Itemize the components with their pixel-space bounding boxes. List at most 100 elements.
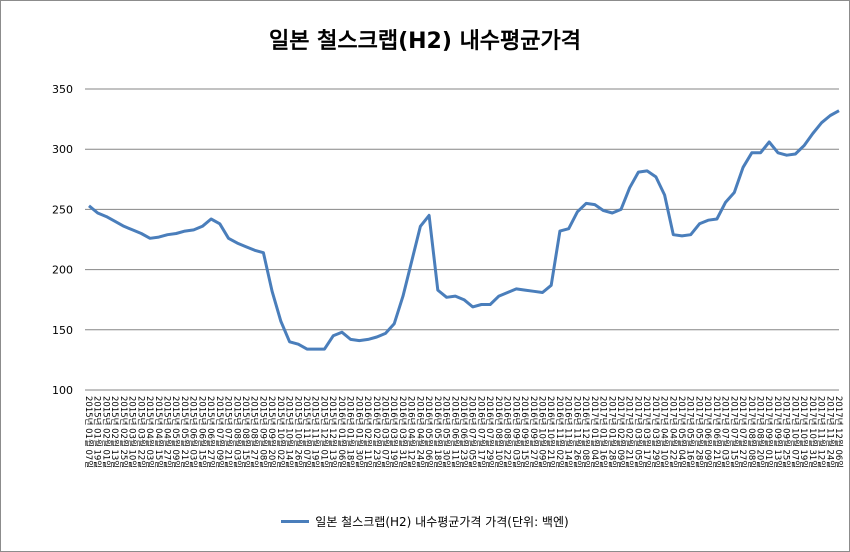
x-tick-label: 2015년 05월 09일	[170, 396, 181, 468]
x-tick-label: 2017년 10월 31일	[807, 396, 818, 468]
x-tick-label: 2017년 02월 09일	[615, 396, 626, 468]
y-tick-label: 250	[52, 203, 73, 216]
x-tick-label: 2015년 07월 09일	[214, 396, 225, 468]
x-tick-label: 2016년 05월 30일	[441, 396, 452, 468]
x-tick-label: 2016년 01월 06일	[336, 396, 347, 468]
x-tick-label: 2016년 06월 23일	[458, 396, 469, 468]
x-tick-label: 2015년 12월 13일	[327, 396, 338, 468]
x-tick-label: 2015년 09월 20일	[266, 396, 277, 468]
x-tick-label: 2016년 09월 27일	[528, 396, 539, 468]
x-tick-label: 2017년 09월 13일	[772, 396, 783, 468]
x-tick-label: 2017년 09월 25일	[781, 396, 792, 468]
x-tick-label: 2016년 09월 15일	[519, 396, 530, 468]
x-tick-label: 2015년 08월 27일	[249, 396, 260, 468]
x-tick-label: 2017년 11월 12일	[816, 396, 827, 468]
x-tick-label: 2017년 05월 16일	[685, 396, 696, 468]
y-tick-label: 200	[52, 264, 73, 277]
legend-line-swatch	[281, 520, 310, 523]
x-tick-label: 2015년 01월 07일	[83, 396, 94, 468]
x-tick-label: 2017년 09월 01일	[763, 396, 774, 468]
x-tick-label: 2017년 07월 15일	[728, 396, 739, 468]
x-tick-label: 2015년 06월 03일	[188, 396, 199, 468]
x-tick-label: 2016년 03월 19일	[388, 396, 399, 468]
x-tick-label: 2017년 12월 06일	[833, 396, 844, 468]
x-tick-label: 2017년 08월 20일	[755, 396, 766, 468]
x-tick-label: 2017년 05월 04일	[676, 396, 687, 468]
legend-label: 일본 철스크랩(H2) 내수평균가격 가격(단위: 백엔)	[315, 515, 569, 529]
x-tick-label: 2017년 04월 22일	[667, 396, 678, 468]
x-tick-label: 2016년 12월 08일	[580, 396, 591, 468]
x-tick-label: 2017년 05월 28일	[693, 396, 704, 468]
x-tick-label: 2015년 05월 21일	[179, 396, 190, 468]
x-tick-label: 2015년 06월 15일	[196, 396, 207, 468]
x-tick-label: 2017년 03월 05일	[632, 396, 643, 468]
x-tick-label: 2015년 08월 03일	[231, 396, 242, 468]
x-tick-label: 2017년 01월 28일	[606, 396, 617, 468]
x-tick-label: 2017년 10월 07일	[789, 396, 800, 468]
x-tick-label: 2016년 02월 23일	[371, 396, 382, 468]
x-tick-label: 2017년 07월 03일	[720, 396, 731, 468]
x-tick-label: 2016년 05월 18일	[432, 396, 443, 468]
x-tick-label: 2017년 03월 17일	[641, 396, 652, 468]
x-tick-label: 2017년 07월 27일	[737, 396, 748, 468]
x-tick-label: 2016년 11월 26일	[571, 396, 582, 468]
x-tick-label: 2016년 07월 17일	[475, 396, 486, 468]
x-tick-label: 2016년 10월 21일	[545, 396, 556, 468]
x-tick-label: 2016년 10월 09일	[536, 396, 547, 468]
x-tick-label: 2015년 02월 25일	[118, 396, 129, 468]
x-tick-label: 2017년 10월 19일	[798, 396, 809, 468]
x-tick-label: 2017년 04월 10일	[659, 396, 670, 468]
x-tick-label: 2017년 03월 29일	[650, 396, 661, 468]
x-tick-label: 2017년 02월 21일	[624, 396, 635, 468]
x-tick-label: 2016년 08월 10일	[493, 396, 504, 468]
x-tick-label: 2015년 04월 03일	[144, 396, 155, 468]
x-tick-label: 2016년 08월 22일	[502, 396, 513, 468]
x-tick-label: 2015년 12월 01일	[318, 396, 329, 468]
y-tick-label: 150	[52, 324, 73, 337]
x-tick-label: 2016년 06월 11일	[449, 396, 460, 468]
x-tick-label: 2015년 10월 26일	[292, 396, 303, 468]
x-tick-label: 2016년 01월 30일	[353, 396, 364, 468]
x-tick-label: 2016년 07월 05일	[467, 396, 478, 468]
x-tick-label: 2017년 08월 08일	[746, 396, 757, 468]
x-tick-label: 2016년 05월 06일	[423, 396, 434, 468]
x-tick-label: 2016년 02월 11일	[362, 396, 373, 468]
x-tick-label: 2017년 11월 24일	[824, 396, 835, 468]
x-tick-label: 2016년 03월 31일	[397, 396, 408, 468]
y-tick-label: 300	[52, 143, 73, 156]
x-tick-label: 2016년 11월 02일	[554, 396, 565, 468]
x-tick-label: 2016년 09월 03일	[510, 396, 521, 468]
x-tick-label: 2015년 01월 19일	[92, 396, 103, 468]
x-tick-label: 2017년 01월 04일	[589, 396, 600, 468]
y-tick-label: 100	[52, 384, 73, 397]
x-tick-label: 2017년 06월 09일	[702, 396, 713, 468]
x-tick-label: 2015년 10월 02일	[275, 396, 286, 468]
x-tick-label: 2016년 07월 29일	[484, 396, 495, 468]
x-tick-label: 2015년 03월 22일	[135, 396, 146, 468]
x-tick-label: 2015년 02월 13일	[109, 396, 120, 468]
x-tick-label: 2015년 08월 15일	[240, 396, 251, 468]
x-tick-label: 2015년 07월 21일	[223, 396, 234, 468]
x-tick-label: 2015년 10월 14일	[284, 396, 295, 468]
legend: 일본 철스크랩(H2) 내수평균가격 가격(단위: 백엔)	[1, 513, 849, 530]
series-line	[88, 109, 840, 351]
x-tick-label: 2015년 06월 27일	[205, 396, 216, 468]
x-tick-label: 2017년 06월 21일	[711, 396, 722, 468]
x-tick-label: 2015년 02월 01일	[100, 396, 111, 468]
x-tick-label: 2015년 09월 08일	[257, 396, 268, 468]
x-tick-label: 2015년 04월 15일	[153, 396, 164, 468]
x-tick-label: 2015년 11월 07일	[301, 396, 312, 468]
chart-title: 일본 철스크랩(H2) 내수평균가격	[268, 29, 582, 54]
x-tick-label: 2017년 01월 16일	[598, 396, 609, 468]
x-tick-label: 2015년 03월 10일	[127, 396, 138, 468]
x-tick-label: 2016년 11월 14일	[563, 396, 574, 468]
x-tick-label: 2016년 04월 24일	[414, 396, 425, 468]
y-tick-label: 350	[52, 83, 73, 96]
x-tick-label: 2015년 11월 19일	[310, 396, 321, 468]
x-tick-label: 2016년 03월 07일	[380, 396, 391, 468]
x-tick-label: 2015년 04월 27일	[161, 396, 172, 468]
x-tick-label: 2016년 01월 18일	[345, 396, 356, 468]
x-tick-label: 2016년 04월 12일	[406, 396, 417, 468]
